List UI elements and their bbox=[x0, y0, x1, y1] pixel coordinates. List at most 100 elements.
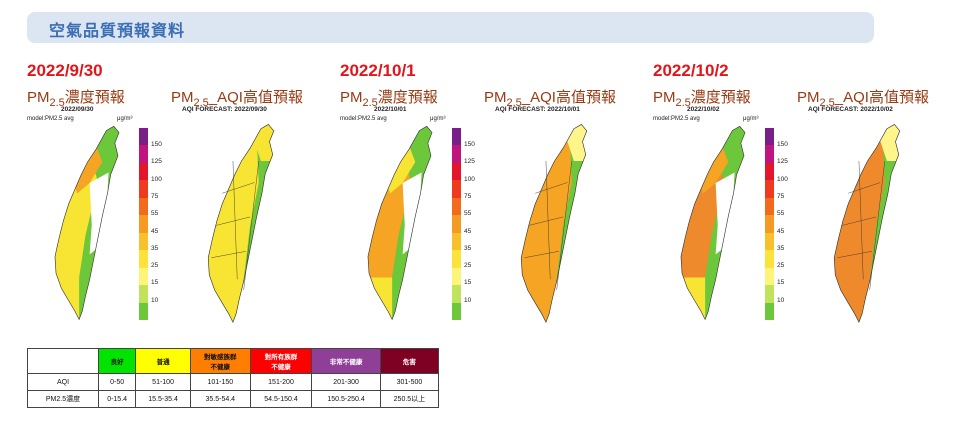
colorbar-segment bbox=[452, 250, 461, 268]
aqi-title: PM2.5_AQI高值預報 bbox=[171, 86, 303, 109]
aqi-forecast-map bbox=[520, 124, 588, 324]
colorbar-tick: 55 bbox=[777, 210, 785, 218]
colorbar-segment bbox=[139, 180, 148, 198]
pm25-title: PM2.5濃度預報 bbox=[340, 86, 438, 109]
forecast-date: 2022/9/30 bbox=[27, 61, 103, 80]
pm25-concentration-map bbox=[367, 125, 433, 321]
unit-label: μg/m³ bbox=[117, 116, 133, 122]
aqi-title-sub: 2.5 bbox=[819, 97, 835, 109]
colorbar-segment bbox=[765, 197, 774, 216]
legend-header-good: 良好 bbox=[97, 348, 137, 374]
colorbar-segment bbox=[765, 285, 774, 303]
aqi-title-post: _AQI高值預報 bbox=[208, 89, 303, 106]
legend-cell: 301-500 bbox=[379, 373, 440, 391]
legend-row-pm25: PM2.5濃度 0-15.4 15.5-35.4 35.5-54.4 54.5-… bbox=[27, 390, 440, 408]
colorbar-segment bbox=[452, 197, 461, 216]
pm25-colorbar bbox=[139, 128, 148, 320]
colorbar-segment bbox=[452, 145, 461, 163]
colorbar-tick: 25 bbox=[777, 262, 785, 270]
colorbar-tick: 35 bbox=[151, 244, 159, 252]
colorbar-segment bbox=[765, 232, 774, 251]
legend-cell: 51-100 bbox=[135, 373, 191, 391]
colorbar-tick: 35 bbox=[464, 244, 472, 252]
colorbar-tick: 75 bbox=[151, 192, 159, 200]
colorbar-segment bbox=[452, 128, 461, 146]
pm25-title-sub: 2.5 bbox=[362, 97, 378, 109]
colorbar-segment bbox=[139, 128, 148, 146]
pm25-title-pre: PM bbox=[340, 89, 363, 106]
colorbar-tick: 15 bbox=[464, 279, 472, 287]
colorbar-tick: 55 bbox=[464, 210, 472, 218]
aqi-caption: AQI FORECAST: 2022/10/01 bbox=[495, 106, 580, 113]
colorbar-tick: 125 bbox=[464, 158, 475, 166]
colorbar-tick: 10 bbox=[464, 296, 472, 304]
pm25-colorbar bbox=[452, 128, 461, 320]
legend-cell: 0-15.4 bbox=[97, 390, 137, 408]
colorbar-tick: 100 bbox=[151, 175, 162, 183]
pm25-title-post: 濃度預報 bbox=[690, 89, 751, 106]
colorbar-tick: 75 bbox=[777, 192, 785, 200]
pm25-map-date: 2022/10/01 bbox=[374, 106, 407, 113]
unit-label: μg/m³ bbox=[430, 116, 446, 122]
colorbar-tick: 100 bbox=[464, 175, 475, 183]
colorbar-tick: 150 bbox=[151, 141, 162, 148]
legend-header-moderate: 普通 bbox=[135, 348, 191, 374]
model-label: model:PM2.5 avg bbox=[653, 116, 700, 122]
legend-cell: 250.5以上 bbox=[379, 390, 440, 408]
colorbar-tick: 125 bbox=[151, 158, 162, 166]
legend-header-row: 良好 普通 對敏感族群 不健康 對所有族群 不健康 非常不健康 危害 bbox=[27, 348, 440, 374]
aqi-title: PM2.5_AQI高值預報 bbox=[797, 86, 929, 109]
pm25-colorbar bbox=[765, 128, 774, 320]
pm25-title-post: 濃度預報 bbox=[377, 89, 438, 106]
aqi-forecast-map bbox=[833, 124, 901, 324]
legend-header-empty bbox=[27, 348, 99, 374]
legend-row-label: AQI bbox=[27, 373, 99, 391]
colorbar-segment bbox=[139, 232, 148, 251]
colorbar-segment bbox=[452, 180, 461, 198]
unit-label: μg/m³ bbox=[743, 116, 759, 122]
colorbar-segment bbox=[452, 162, 461, 181]
aqi-title-sub: 2.5 bbox=[193, 97, 209, 109]
colorbar-tick: 35 bbox=[777, 244, 785, 252]
pm25-concentration-map bbox=[680, 125, 746, 321]
forecast-date: 2022/10/2 bbox=[653, 61, 729, 80]
colorbar-segment bbox=[765, 215, 774, 233]
colorbar-segment bbox=[765, 302, 774, 320]
legend-header-hazardous: 危害 bbox=[379, 348, 440, 374]
colorbar-segment bbox=[765, 267, 774, 286]
colorbar-tick: 100 bbox=[777, 175, 788, 183]
colorbar-tick: 150 bbox=[464, 141, 475, 148]
colorbar-tick: 10 bbox=[151, 296, 159, 304]
legend-cell: 201-300 bbox=[311, 373, 381, 391]
colorbar-segment bbox=[765, 250, 774, 268]
colorbar-segment bbox=[452, 302, 461, 320]
colorbar-tick: 75 bbox=[464, 192, 472, 200]
colorbar-tick: 150 bbox=[777, 141, 788, 148]
pm25-map-date: 2022/10/02 bbox=[687, 106, 720, 113]
legend-header-unhealthy: 對所有族群 不健康 bbox=[249, 348, 313, 374]
aqi-title-pre: PM bbox=[171, 89, 194, 106]
colorbar-segment bbox=[765, 128, 774, 146]
aqi-caption: AQI FORECAST: 2022/10/02 bbox=[808, 106, 893, 113]
pm25-concentration-map bbox=[54, 125, 120, 321]
colorbar-tick: 55 bbox=[151, 210, 159, 218]
legend-row-aqi: AQI 0-50 51-100 101-150 151-200 201-300 … bbox=[27, 373, 440, 391]
section-banner: 空氣品質預報資料 bbox=[27, 12, 874, 43]
model-label: model:PM2.5 avg bbox=[340, 116, 387, 122]
colorbar-tick: 10 bbox=[777, 296, 785, 304]
colorbar-segment bbox=[452, 232, 461, 251]
colorbar-tick: 45 bbox=[777, 227, 785, 235]
colorbar-tick: 25 bbox=[151, 262, 159, 270]
pm25-title: PM2.5濃度預報 bbox=[27, 86, 125, 109]
colorbar-segment bbox=[452, 285, 461, 303]
legend-cell: 54.5-150.4 bbox=[249, 390, 313, 408]
legend-cell: 101-150 bbox=[189, 373, 251, 391]
pm25-title-post: 濃度預報 bbox=[64, 89, 125, 106]
colorbar-tick: 45 bbox=[151, 227, 159, 235]
pm25-title-sub: 2.5 bbox=[49, 97, 65, 109]
aqi-title-post: _AQI高值預報 bbox=[521, 89, 616, 106]
pm25-title-pre: PM bbox=[653, 89, 676, 106]
colorbar-tick: 125 bbox=[777, 158, 788, 166]
pm25-title: PM2.5濃度預報 bbox=[653, 86, 751, 109]
legend-cell: 150.5-250.4 bbox=[311, 390, 381, 408]
